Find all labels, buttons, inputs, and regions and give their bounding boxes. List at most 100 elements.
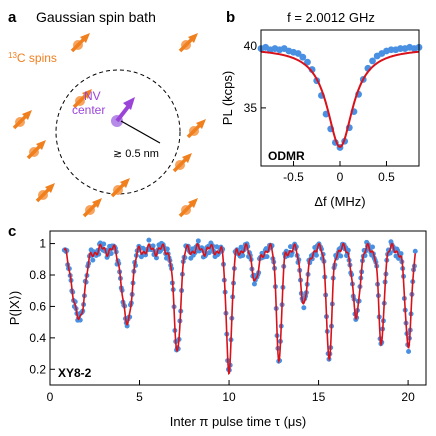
xy8-point bbox=[251, 281, 257, 287]
odmr-plot: -0.5 0 0.5 35 40 bbox=[244, 39, 423, 184]
spin-head bbox=[196, 119, 206, 129]
xy8-point bbox=[345, 247, 351, 253]
xy8-point bbox=[146, 237, 152, 243]
nv-label-line1: NV bbox=[84, 89, 101, 103]
xy8-xtick-label: 20 bbox=[401, 390, 415, 404]
c13-spins bbox=[12, 33, 206, 218]
spin-arrow bbox=[178, 198, 198, 218]
odmr-xlabel: Δf (MHz) bbox=[314, 194, 365, 209]
spin-shaft bbox=[178, 36, 195, 53]
spin-shaft bbox=[35, 186, 52, 203]
spin-head bbox=[36, 140, 46, 150]
xy8-point bbox=[240, 252, 246, 258]
xy8-point bbox=[264, 254, 270, 260]
xy8-point bbox=[153, 255, 159, 261]
odmr-frame bbox=[260, 29, 420, 167]
radius-label: ≳ 0.5 nm bbox=[113, 148, 159, 160]
panel-b-letter: b bbox=[226, 9, 235, 26]
odmr-ylabel: PL (kcps) bbox=[220, 71, 235, 125]
xy8-point bbox=[195, 238, 201, 244]
xy8-xtick-label: 0 bbox=[47, 390, 54, 404]
spin-arrow bbox=[12, 110, 32, 130]
spin-head bbox=[22, 110, 32, 120]
xy8-xtick-label: 15 bbox=[312, 390, 326, 404]
odmr-annotation: ODMR bbox=[268, 149, 305, 163]
spin-arrow bbox=[178, 33, 198, 53]
xy8-point bbox=[398, 251, 404, 257]
odmr-point bbox=[294, 50, 302, 57]
spin-shaft bbox=[72, 92, 89, 109]
spin-shaft bbox=[172, 156, 189, 173]
xy8-ytick-label: 0.8 bbox=[29, 268, 46, 282]
xy8-point bbox=[301, 305, 307, 311]
spin-arrow bbox=[172, 153, 192, 173]
odmr-point bbox=[304, 58, 311, 66]
spin-shaft bbox=[70, 36, 87, 53]
xy8-point bbox=[206, 250, 212, 256]
odmr-ytick-label: 35 bbox=[244, 101, 258, 115]
spin-arrow bbox=[110, 178, 130, 198]
panel-a-title: Gaussian spin bath bbox=[36, 9, 156, 25]
spin-shaft bbox=[178, 201, 195, 218]
xy8-point bbox=[313, 252, 319, 258]
odmr-xtick-label: 0 bbox=[337, 170, 344, 184]
odmr-ytick-label: 40 bbox=[244, 39, 258, 53]
xy8-annotation: XY8-2 bbox=[58, 366, 92, 380]
odmr-points bbox=[257, 43, 423, 151]
xy8-point bbox=[150, 243, 156, 249]
xy8-plot: 0 5 10 15 20 0.2 0.4 0.6 0.8 1 bbox=[29, 237, 418, 404]
xy8-point bbox=[370, 244, 376, 250]
spin-head bbox=[45, 183, 55, 193]
xy8-ytick-label: 0.2 bbox=[29, 362, 46, 376]
xy8-point bbox=[338, 253, 344, 259]
spin-shaft bbox=[110, 181, 127, 198]
spin-arrow bbox=[26, 140, 46, 160]
spin-arrow bbox=[70, 33, 90, 53]
odmr-point bbox=[397, 45, 404, 52]
xy8-ytick-label: 0.6 bbox=[29, 299, 46, 313]
spins-label: 13C spins bbox=[8, 51, 57, 65]
xy8-fit-line bbox=[63, 242, 417, 376]
spin-arrow bbox=[82, 198, 102, 218]
spin-arrow bbox=[72, 89, 92, 109]
xy8-point bbox=[164, 246, 170, 252]
spin-head bbox=[82, 89, 92, 99]
xy8-point bbox=[406, 348, 412, 354]
nv-center bbox=[111, 97, 135, 127]
odmr-point bbox=[369, 57, 376, 65]
spins-label-rest: C spins bbox=[17, 51, 57, 65]
odmr-point bbox=[299, 53, 307, 61]
spin-bath-boundary bbox=[55, 69, 181, 195]
radius-line bbox=[120, 120, 161, 144]
spin-shaft bbox=[186, 122, 203, 139]
spin-head bbox=[80, 33, 90, 43]
xy8-ytick-label: 0.4 bbox=[29, 331, 46, 345]
spin-head bbox=[92, 198, 102, 208]
spin-arrow bbox=[186, 119, 206, 139]
xy8-frame bbox=[49, 230, 427, 386]
nv-label-line2: center bbox=[72, 103, 105, 117]
panel-b-title: f = 2.0012 GHz bbox=[287, 10, 375, 25]
xy8-xtick-label: 10 bbox=[222, 390, 236, 404]
xy8-point bbox=[412, 248, 418, 254]
xy8-points bbox=[61, 237, 418, 373]
panel-c-letter: c bbox=[8, 223, 16, 240]
spin-head bbox=[120, 178, 130, 188]
xy8-point bbox=[101, 241, 107, 247]
xy8-point bbox=[124, 323, 130, 329]
xy8-ylabel: P(|X⟩) bbox=[7, 291, 22, 325]
panel-a-letter: a bbox=[8, 9, 17, 26]
spin-shaft bbox=[12, 113, 29, 130]
xy8-xlabel: Inter π pulse time τ (μs) bbox=[170, 414, 306, 429]
spin-shaft bbox=[26, 143, 43, 160]
nv-center-arrowhead bbox=[123, 97, 135, 110]
xy8-point bbox=[108, 250, 114, 256]
xy8-xtick-label: 5 bbox=[136, 390, 143, 404]
xy8-ytick-label: 1 bbox=[39, 237, 46, 251]
xy8-point bbox=[90, 257, 96, 263]
spin-head bbox=[188, 33, 198, 43]
spins-label-sup: 13 bbox=[8, 51, 17, 60]
spin-arrow bbox=[35, 183, 55, 203]
spin-head bbox=[182, 153, 192, 163]
